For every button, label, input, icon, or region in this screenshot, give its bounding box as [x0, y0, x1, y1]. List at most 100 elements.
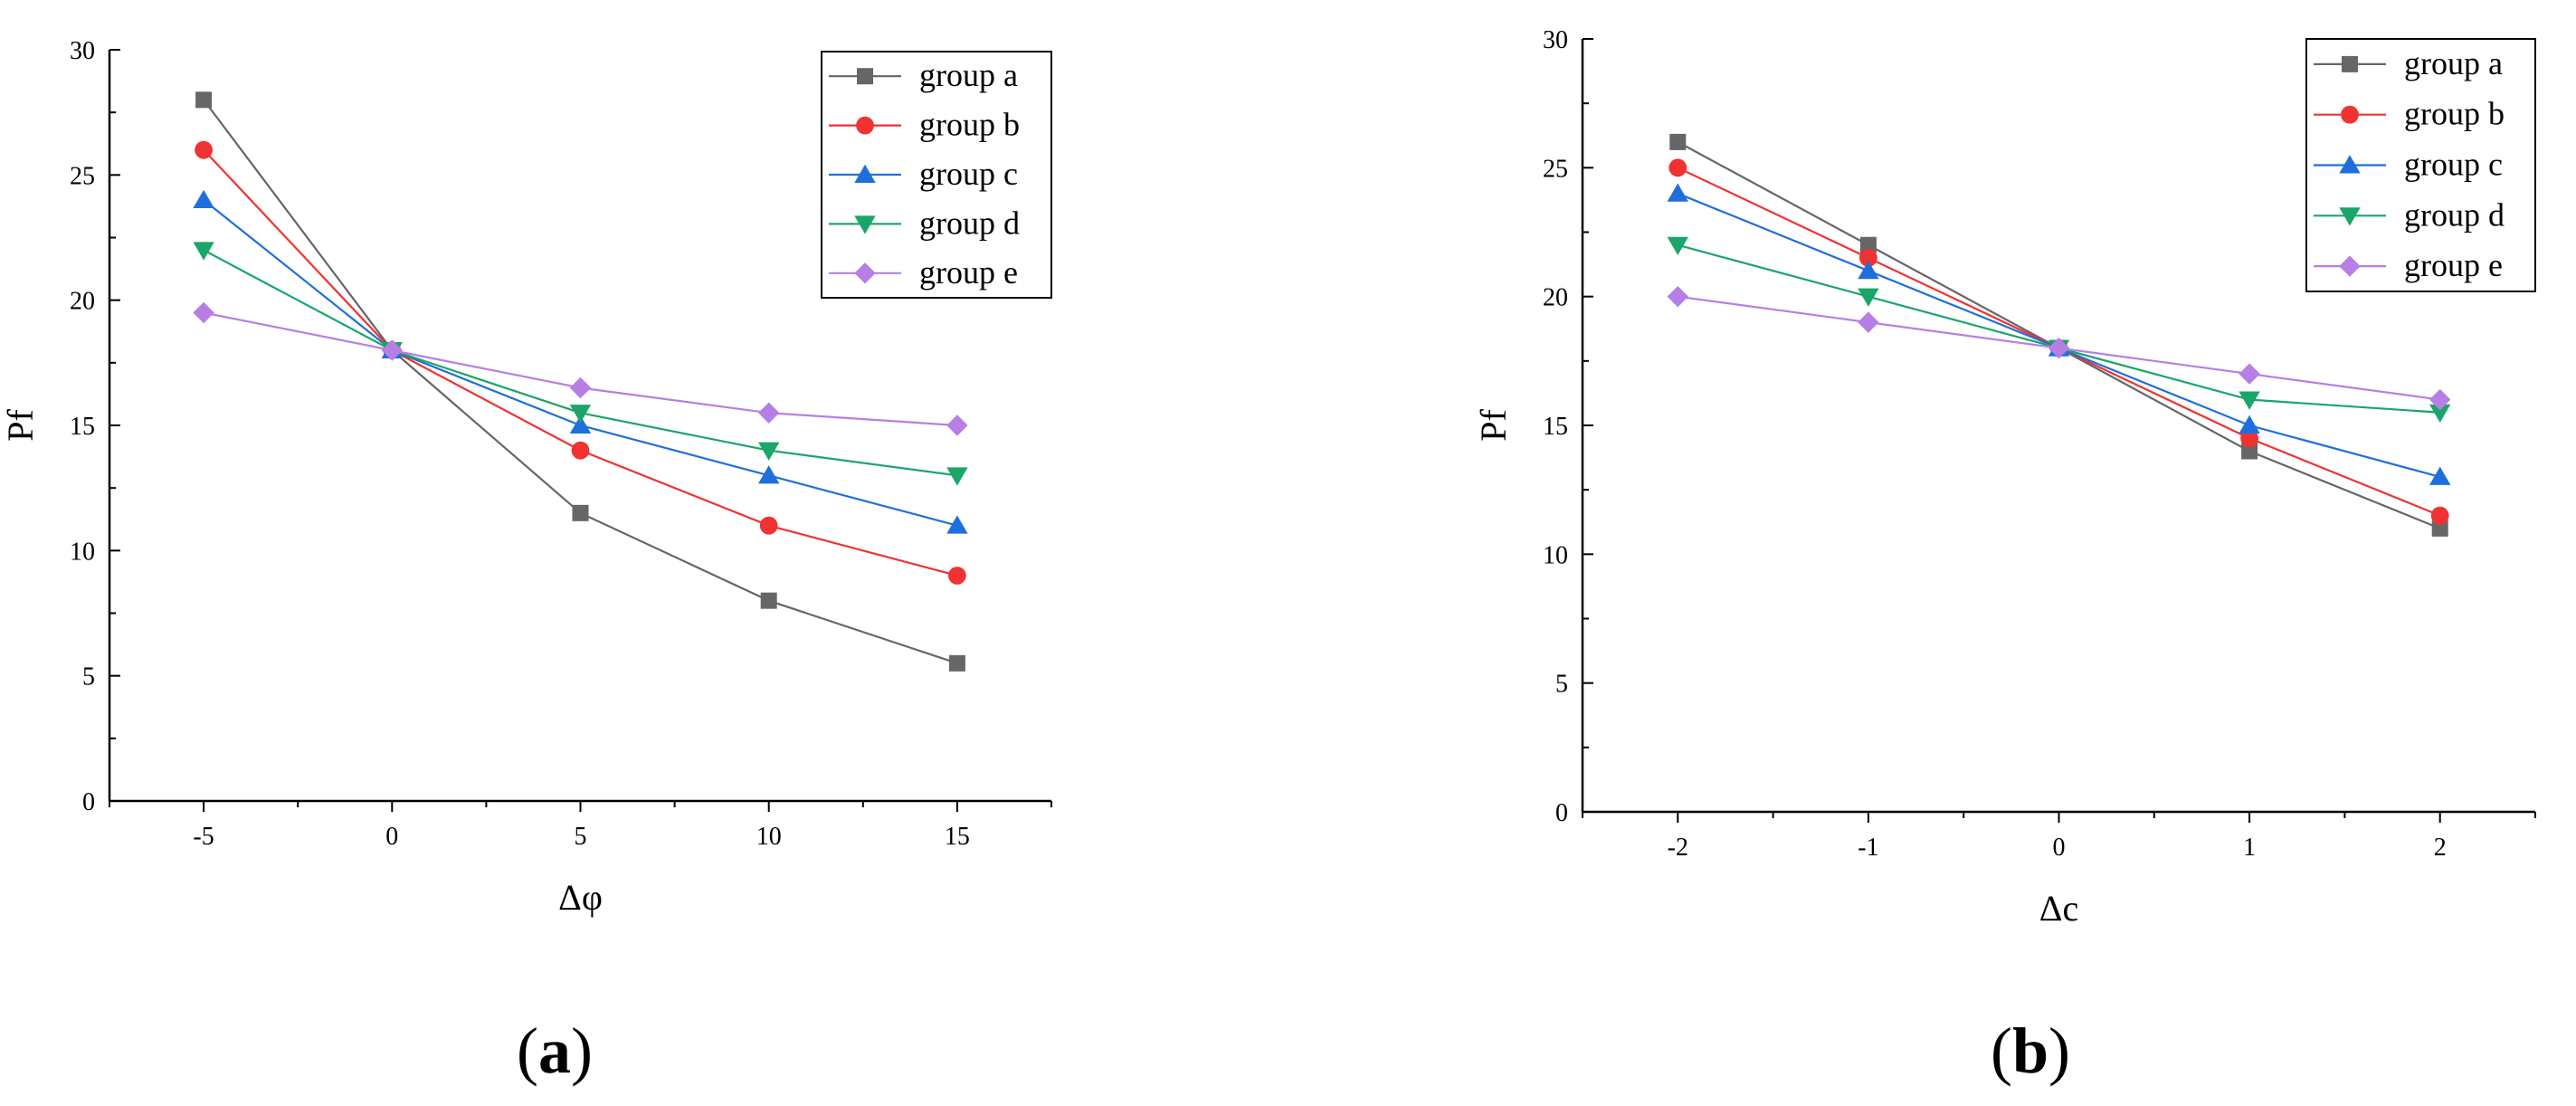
legend-entry: group b — [829, 107, 1020, 143]
legend-entry: group d — [829, 205, 1020, 241]
x-tick-label: 1 — [2243, 834, 2256, 862]
data-point — [2429, 404, 2451, 424]
data-point — [569, 415, 592, 434]
y-tick-label: 30 — [1543, 26, 1568, 54]
legend-label: group a — [919, 57, 1018, 93]
data-point — [760, 592, 777, 609]
data-point — [193, 301, 214, 324]
legend-entry: group c — [2314, 147, 2503, 183]
x-tick-label: 0 — [2053, 834, 2066, 862]
data-point — [1669, 133, 1687, 150]
data-point — [2048, 337, 2070, 359]
legend: group a group b group c group d group e — [2305, 38, 2536, 292]
y-tick-label: 25 — [70, 162, 95, 190]
data-point — [946, 515, 968, 534]
legend-marker — [2339, 207, 2361, 226]
legend-marker — [854, 164, 876, 183]
data-point — [758, 402, 780, 424]
data-point — [1858, 311, 1879, 333]
y-tick-label: 10 — [70, 538, 95, 566]
legend-entry: group e — [829, 254, 1018, 291]
data-point — [193, 189, 214, 208]
data-point — [1667, 236, 1688, 255]
y-tick-label: 10 — [1543, 541, 1568, 569]
legend-marker — [2341, 105, 2359, 124]
x-tick-label: 5 — [575, 823, 587, 851]
data-point — [948, 654, 965, 672]
data-point — [195, 91, 213, 109]
panel-label: (a) — [517, 1015, 593, 1087]
data-point — [1858, 260, 1879, 280]
panel-label: (b) — [1991, 1015, 2070, 1087]
data-point — [569, 405, 592, 424]
data-point — [946, 467, 968, 486]
data-point — [1667, 285, 1688, 308]
data-point — [1859, 236, 1877, 253]
y-tick-label: 20 — [1543, 284, 1568, 312]
y-axis-title: Pf — [0, 409, 41, 442]
data-point — [2429, 388, 2451, 411]
data-point — [1668, 158, 1687, 177]
legend-marker — [854, 262, 876, 284]
legend-entry: group e — [2314, 247, 2503, 283]
y-tick-label: 0 — [1555, 799, 1568, 827]
data-point — [1858, 288, 1879, 307]
series-group-e — [1667, 285, 2451, 411]
x-tick-label: -5 — [193, 823, 214, 851]
y-tick-label: 15 — [1543, 413, 1568, 441]
y-tick-label: 5 — [82, 663, 95, 691]
data-point — [2241, 443, 2258, 460]
legend-label: group d — [919, 205, 1020, 241]
legend-label: group e — [919, 254, 1018, 291]
legend-entry: group a — [2314, 45, 2503, 81]
legend-marker — [2339, 155, 2361, 174]
data-point — [759, 516, 778, 535]
data-point — [758, 442, 780, 461]
legend-entry: group d — [2314, 196, 2505, 233]
legend-label: group b — [2404, 96, 2505, 132]
data-point — [569, 377, 592, 399]
legend-label: group e — [2404, 247, 2503, 283]
x-axis-title: Δc — [2039, 888, 2078, 929]
data-point — [2239, 415, 2260, 434]
legend-label: group b — [919, 107, 1020, 143]
legend-label: group c — [2404, 147, 2503, 183]
y-tick-label: 15 — [70, 413, 95, 441]
x-tick-label: -2 — [1668, 834, 1688, 862]
x-tick-label: 15 — [945, 823, 970, 851]
data-point — [195, 140, 214, 159]
legend-marker — [857, 68, 873, 85]
legend-marker — [856, 116, 874, 135]
data-point — [2431, 520, 2448, 537]
legend-label: group a — [2404, 45, 2503, 81]
legend-box — [2305, 38, 2536, 292]
series-group-e — [193, 301, 968, 436]
data-point — [1859, 249, 1877, 267]
data-point — [2239, 391, 2260, 410]
y-tick-label: 25 — [1543, 155, 1568, 183]
chart-panel-a: 0 5 10 15 20 25 30 -5 0 5 10 15 Δφ Pf group a group b gr… — [0, 37, 1052, 1087]
y-axis-title: Pf — [1473, 409, 1514, 442]
legend-marker — [2339, 255, 2361, 277]
data-point — [193, 242, 214, 261]
y-tick-label: 30 — [70, 37, 95, 65]
data-point — [948, 567, 966, 585]
x-tick-label: 10 — [756, 823, 782, 851]
x-axis-title: Δφ — [558, 877, 603, 918]
x-tick-label: 2 — [2434, 834, 2447, 862]
legend-entry: group b — [2314, 96, 2505, 132]
data-point — [946, 415, 968, 436]
x-tick-label: 0 — [385, 823, 398, 851]
legend: group a group b group c group d group e — [821, 51, 1052, 299]
data-point — [572, 504, 589, 521]
y-tick-label: 5 — [1555, 671, 1568, 699]
data-point — [2240, 429, 2259, 448]
y-tick-label: 20 — [70, 288, 95, 316]
legend-marker — [854, 215, 876, 234]
data-point — [1667, 183, 1688, 202]
y-tick-label: 0 — [82, 788, 95, 816]
legend-entry: group a — [829, 57, 1018, 93]
data-point — [2429, 466, 2451, 485]
